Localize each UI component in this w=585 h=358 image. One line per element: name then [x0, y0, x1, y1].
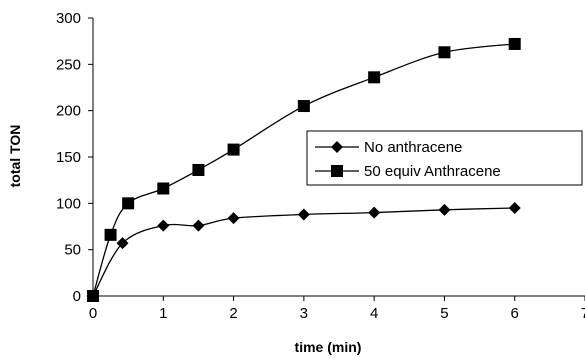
series-1-point-7	[368, 71, 381, 84]
series-0-point-4	[227, 212, 240, 225]
x-tick-label-3: 3	[300, 305, 308, 322]
legend-box	[306, 130, 583, 186]
series-1-point-5	[227, 143, 240, 156]
series-1-point-4	[192, 163, 205, 176]
series-1-point-2	[122, 197, 135, 210]
series-0-point-7	[438, 203, 451, 216]
y-tick-label-0: 0	[73, 288, 81, 305]
y-axis-title: total TON	[7, 125, 23, 188]
series-1-point-3	[157, 182, 170, 195]
series-1-point-9	[508, 37, 521, 50]
y-tick-label-200: 200	[56, 103, 81, 120]
legend: No anthracene 50 equiv Anthracene	[306, 130, 583, 186]
legend-label-1: 50 equiv Anthracene	[364, 163, 501, 180]
series-1-point-6	[297, 100, 310, 113]
x-tick-label-1: 1	[159, 305, 167, 322]
series-0-point-3	[192, 219, 205, 232]
series-0-point-2	[157, 219, 170, 232]
legend-marker-1	[331, 165, 343, 177]
series-1	[87, 37, 521, 302]
x-tick-label-7: 7	[581, 305, 585, 322]
series-0-point-6	[368, 206, 381, 219]
series-1-point-1	[104, 228, 117, 241]
x-tick-label-2: 2	[229, 305, 237, 322]
series-0-point-5	[297, 208, 310, 221]
series-line-0	[92, 207, 515, 297]
series-1-point-8	[438, 46, 451, 59]
y-tick-label-50: 50	[64, 242, 81, 259]
x-tick-label-0: 0	[89, 305, 97, 322]
series-0-point-1	[116, 237, 129, 250]
series-1-point-0	[87, 290, 99, 302]
legend-marker-0	[331, 141, 343, 153]
y-tick-label-100: 100	[56, 195, 81, 212]
x-axis-title: time (min)	[295, 339, 362, 355]
x-tick-label-5: 5	[440, 305, 448, 322]
x-tick-label-6: 6	[511, 305, 519, 322]
series-layer	[87, 37, 521, 302]
series-0-point-8	[508, 201, 521, 214]
series-line-1	[92, 43, 515, 297]
y-tick-label-250: 250	[56, 56, 81, 73]
x-tick-label-4: 4	[370, 305, 378, 322]
legend-label-0: No anthracene	[364, 139, 462, 156]
axes: 0 50 100 150 200 250 300 0 1 2 3 4 5 6 7	[56, 10, 585, 322]
y-tick-label-150: 150	[56, 149, 81, 166]
series-0	[87, 201, 521, 302]
y-tick-label-300: 300	[56, 10, 81, 27]
